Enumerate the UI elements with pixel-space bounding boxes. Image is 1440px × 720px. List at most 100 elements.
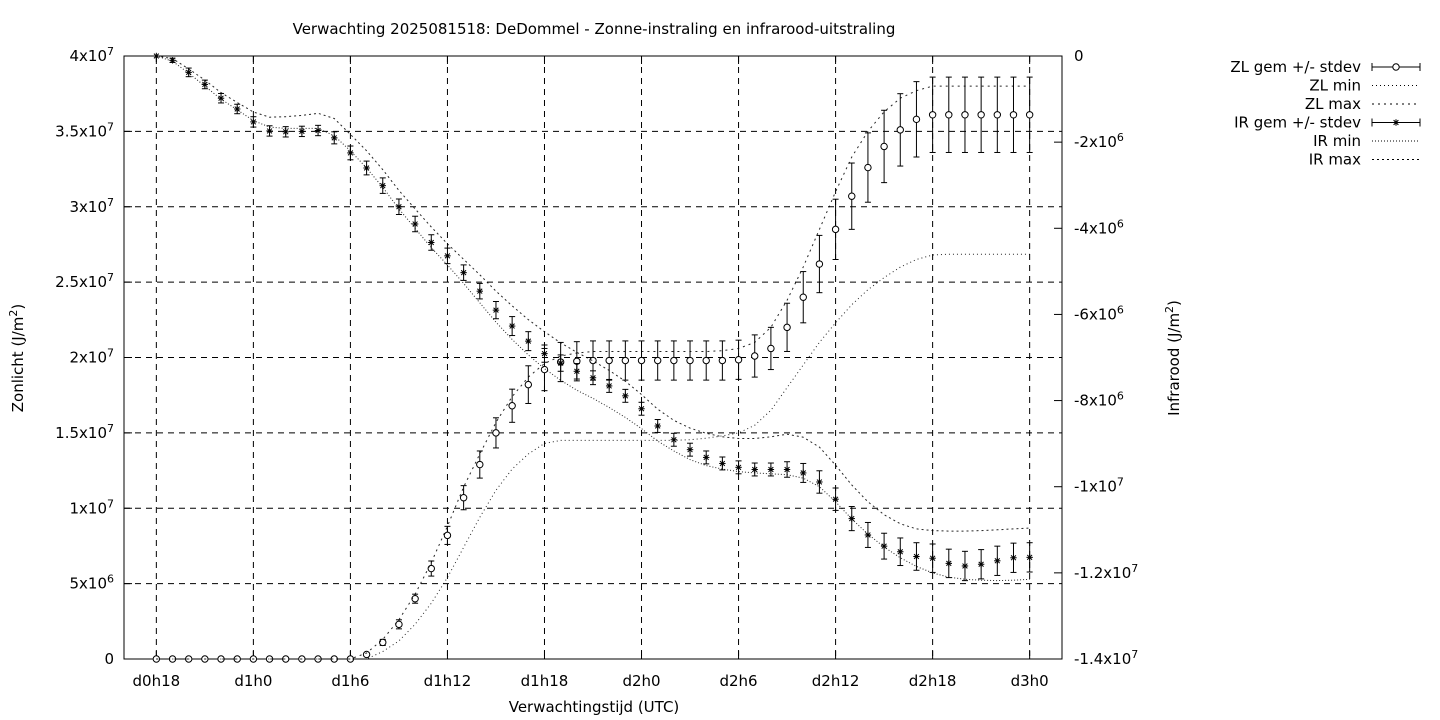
data-point bbox=[217, 95, 225, 102]
data-point bbox=[945, 111, 953, 119]
right-tick-label: -1.4x107 bbox=[1074, 648, 1138, 668]
x-tick-label: d3h0 bbox=[1011, 672, 1049, 690]
data-point bbox=[767, 344, 775, 353]
marker-stroke bbox=[946, 560, 952, 567]
marker-stroke bbox=[477, 288, 483, 294]
left-tick-label: 3.5x107 bbox=[55, 120, 114, 140]
data-point bbox=[492, 306, 500, 314]
data-point bbox=[897, 548, 904, 555]
data-point bbox=[994, 557, 1001, 564]
legend-label: IR min bbox=[1313, 132, 1361, 150]
data-point bbox=[670, 436, 678, 443]
data-point bbox=[832, 496, 839, 503]
data-point bbox=[864, 531, 872, 539]
data-point bbox=[476, 460, 484, 469]
data-point bbox=[427, 564, 435, 573]
data-point bbox=[1010, 554, 1017, 561]
marker-stroke bbox=[541, 350, 548, 357]
marker-stroke bbox=[509, 323, 515, 329]
marker-stroke bbox=[218, 95, 224, 101]
data-point bbox=[912, 115, 921, 124]
data-point bbox=[362, 650, 371, 659]
marker-stroke bbox=[751, 466, 758, 473]
series-ir-min bbox=[156, 55, 1030, 582]
data-point bbox=[540, 365, 549, 374]
data-point bbox=[783, 323, 791, 332]
left-y-axis: 0 5x106 1x107 1.5x107 2x107 2.5x107 3x107 3.5x1… bbox=[55, 45, 132, 668]
x-axis-title: Verwachtingstijd (UTC) bbox=[509, 698, 680, 716]
marker-stroke bbox=[185, 69, 192, 76]
marker-stroke bbox=[654, 423, 661, 429]
data-point bbox=[605, 356, 613, 365]
marker-stroke bbox=[299, 128, 305, 135]
legend-item: ZL min bbox=[1309, 77, 1420, 95]
series-layer bbox=[152, 52, 1034, 663]
right-tick-label: -6x106 bbox=[1074, 303, 1124, 323]
marker-stroke bbox=[460, 269, 467, 276]
data-point bbox=[411, 220, 419, 228]
right-tick-label: -8x106 bbox=[1074, 390, 1124, 410]
right-tick-label: -1.2x107 bbox=[1074, 562, 1138, 582]
data-point bbox=[913, 553, 920, 560]
right-y-axis: 0 -2x106 -4x106 -6x106 -8x106 -1x107 -1.2x107 -… bbox=[1054, 47, 1138, 668]
data-point bbox=[719, 460, 726, 467]
data-point bbox=[298, 128, 306, 135]
data-point bbox=[961, 562, 969, 570]
marker-stroke bbox=[606, 383, 612, 389]
marker-stroke bbox=[574, 368, 580, 375]
data-point bbox=[443, 531, 452, 540]
marker-stroke bbox=[315, 127, 321, 134]
data-point bbox=[379, 182, 386, 189]
legend-label: ZL max bbox=[1305, 95, 1361, 113]
data-point bbox=[508, 322, 516, 330]
marker-stroke bbox=[703, 454, 709, 461]
right-tick-label: -1x107 bbox=[1074, 476, 1124, 496]
data-point bbox=[718, 356, 727, 365]
data-point bbox=[347, 149, 354, 157]
marker-stroke bbox=[331, 135, 337, 141]
marker-stroke bbox=[994, 558, 1001, 564]
series-line bbox=[156, 253, 1030, 660]
data-point bbox=[460, 269, 467, 276]
marker-stroke bbox=[169, 57, 176, 64]
data-point bbox=[751, 352, 759, 360]
data-point bbox=[492, 429, 500, 437]
data-point bbox=[282, 128, 289, 136]
data-point bbox=[1025, 111, 1034, 119]
series-zl-gem-stdev bbox=[152, 76, 1034, 663]
x-tick-label: d1h6 bbox=[331, 672, 369, 690]
marker-stroke bbox=[865, 532, 871, 538]
marker-stroke bbox=[234, 106, 240, 112]
marker-stroke bbox=[735, 464, 742, 471]
x-tick-label: d0h18 bbox=[133, 672, 181, 690]
x-tick-label: d2h0 bbox=[622, 672, 660, 690]
data-point bbox=[508, 402, 516, 410]
data-point bbox=[476, 287, 483, 295]
data-point bbox=[589, 356, 597, 365]
data-point bbox=[266, 127, 273, 135]
marker-stroke bbox=[768, 466, 774, 473]
legend-item: IR max bbox=[1309, 151, 1420, 169]
legend-label: ZL min bbox=[1309, 77, 1361, 95]
marker-stroke bbox=[913, 553, 920, 560]
data-point bbox=[993, 111, 1002, 119]
data-point bbox=[880, 542, 888, 550]
data-point bbox=[815, 260, 824, 268]
marker-stroke bbox=[1393, 119, 1399, 126]
x-tick-label: d1h18 bbox=[521, 672, 569, 690]
data-point bbox=[751, 466, 758, 473]
marker-stroke bbox=[396, 203, 402, 210]
data-point bbox=[395, 203, 403, 210]
data-point bbox=[654, 422, 661, 430]
data-point bbox=[977, 561, 985, 568]
data-point bbox=[573, 368, 581, 375]
right-tick-label: -4x106 bbox=[1074, 217, 1124, 237]
legend-item: IR min bbox=[1313, 132, 1420, 150]
data-point bbox=[395, 620, 403, 629]
legend-label: IR gem +/- stdev bbox=[1234, 114, 1361, 132]
data-point bbox=[250, 118, 257, 126]
legend-item: IR gem +/- stdev bbox=[1234, 114, 1421, 132]
data-point bbox=[848, 515, 855, 522]
data-point bbox=[1009, 111, 1018, 119]
data-point bbox=[702, 356, 710, 365]
